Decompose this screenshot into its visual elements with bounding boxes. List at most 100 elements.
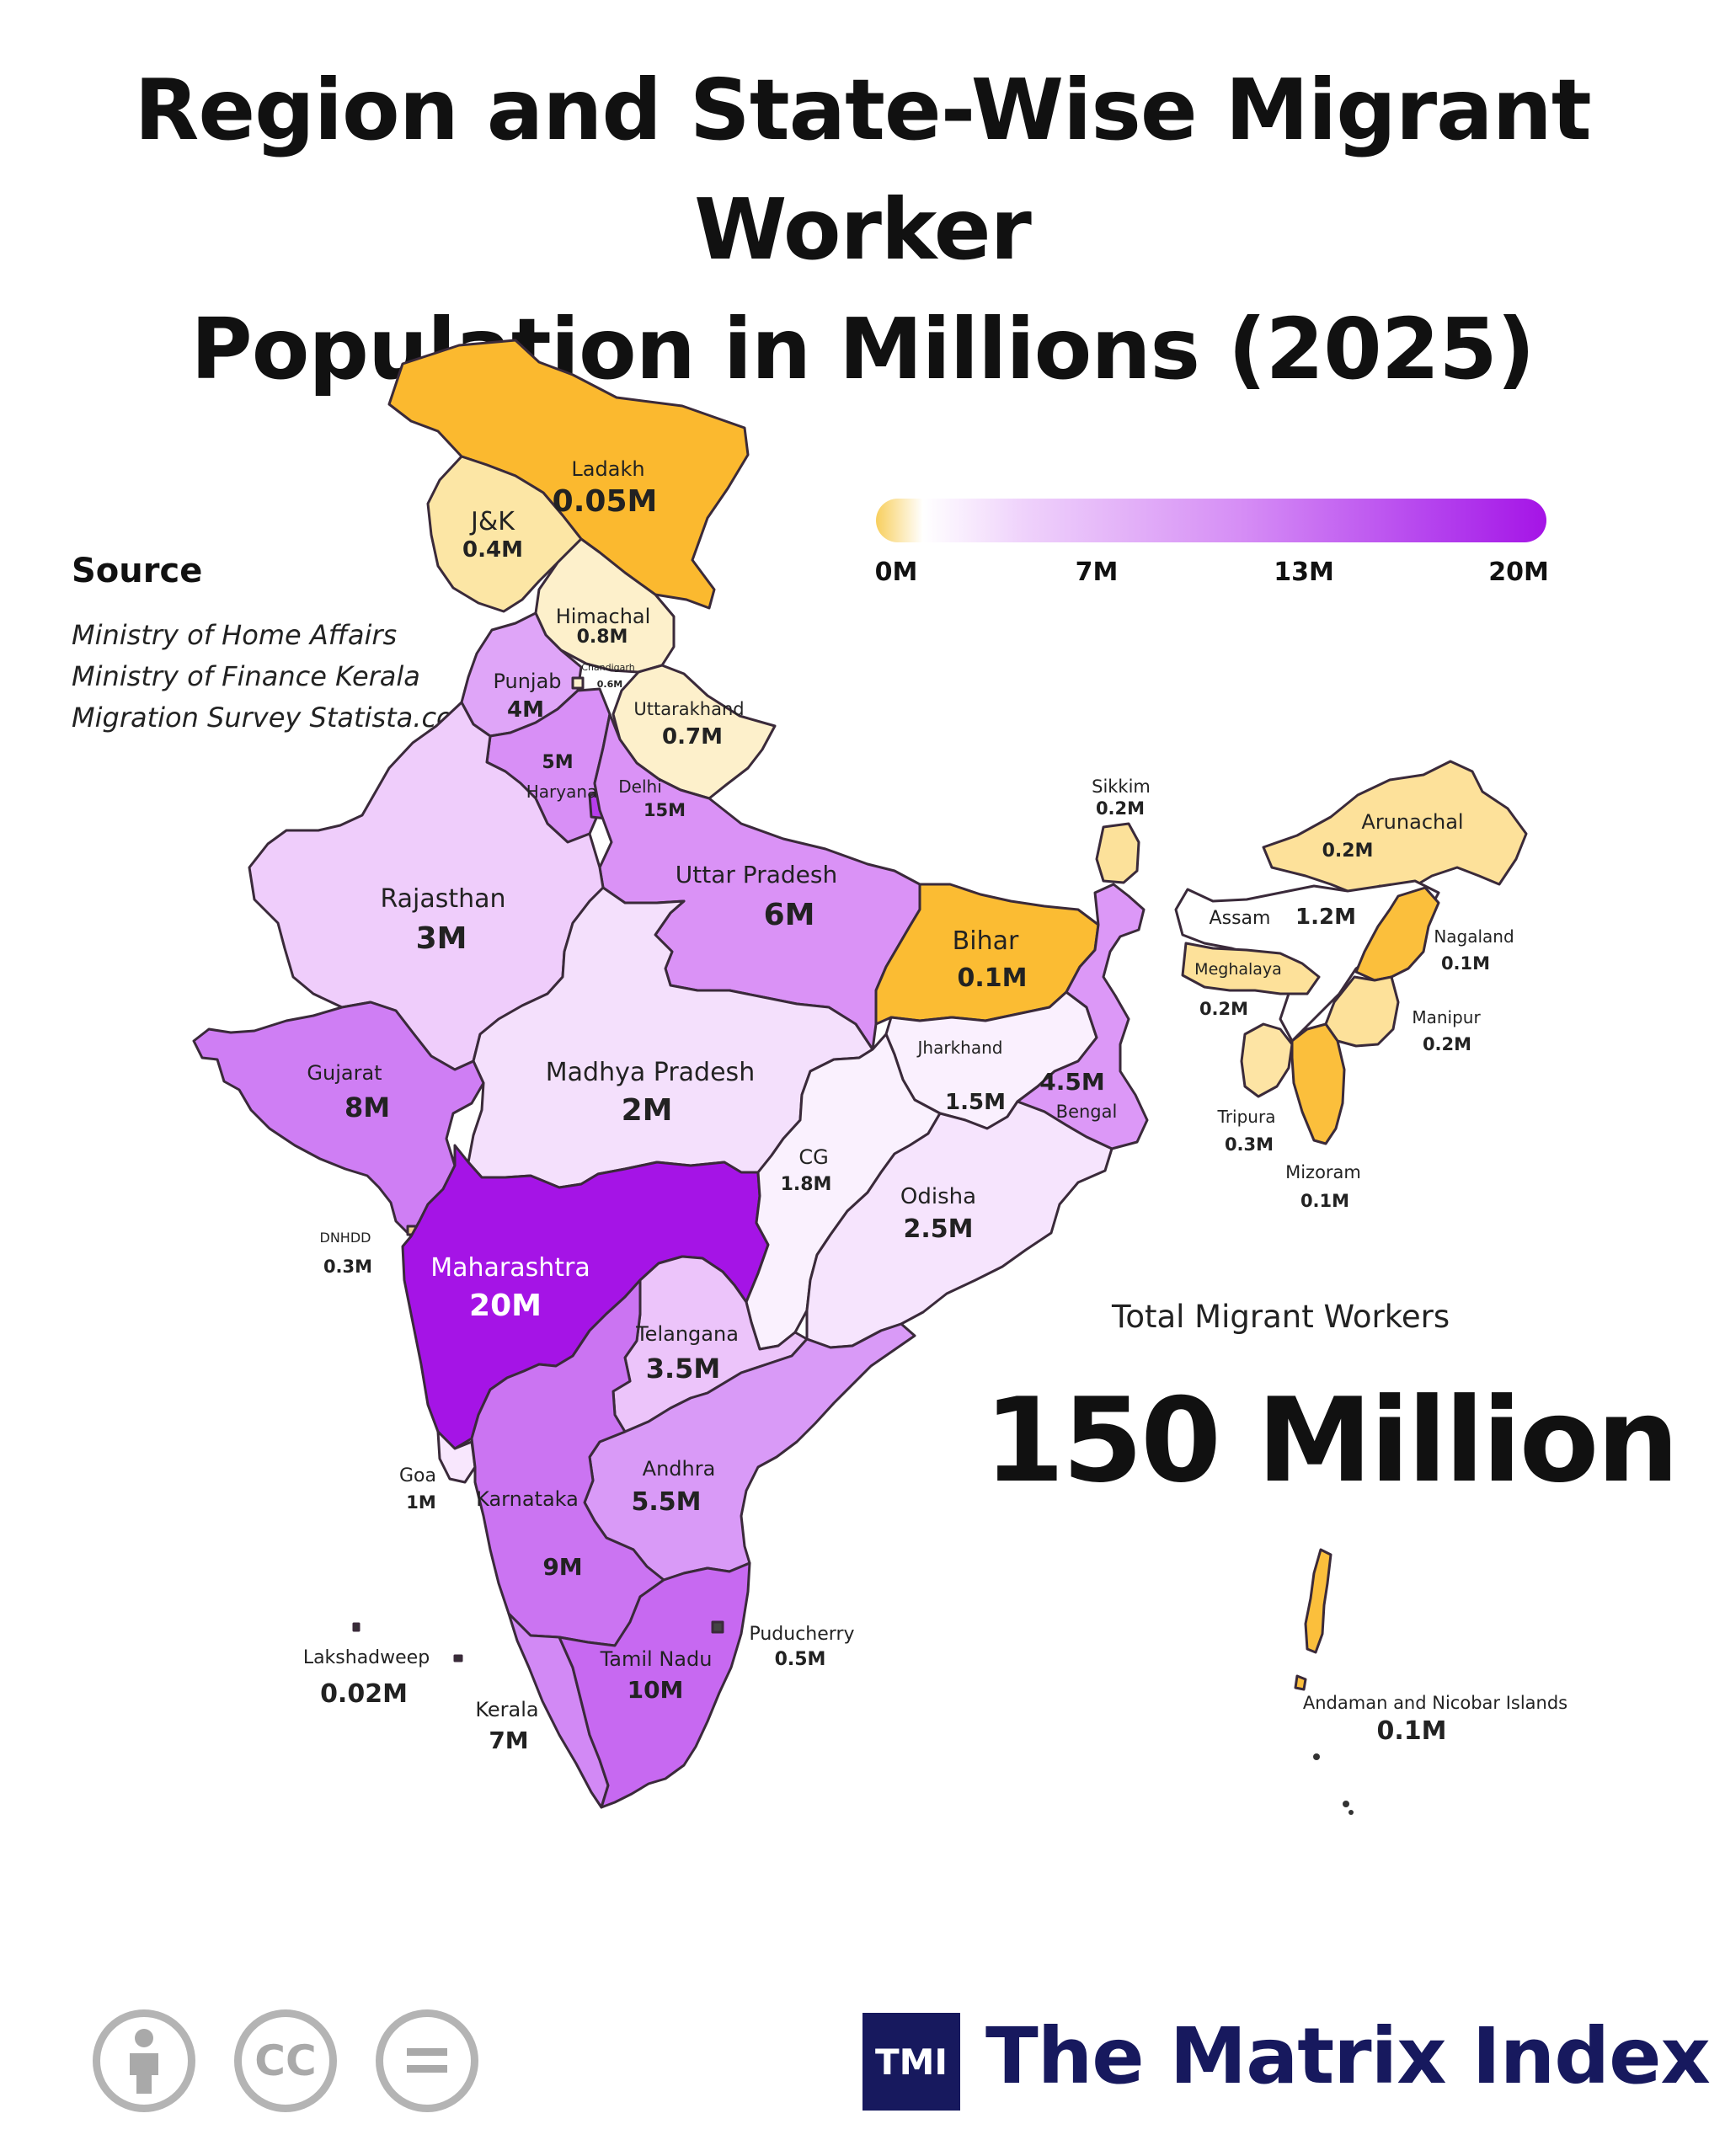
label-value-rajasthan: 3M [415,921,467,956]
region-puducherry [711,1620,724,1634]
label-value-assam: 1.2M [1295,905,1356,930]
label-name-meghalaya: Meghalaya [1194,960,1282,979]
label-name-kerala: Kerala [475,1698,539,1721]
label-name-assam: Assam [1209,908,1271,929]
nicobar-island [1313,1753,1320,1760]
label-value-mizoram: 0.1M [1300,1191,1350,1211]
label-name-delhi: Delhi [618,776,662,797]
label-name-mizoram: Mizoram [1285,1162,1361,1182]
title-line-1: Region and State-Wise Migrant Worker [134,61,1591,279]
region-lakshadweep [352,1622,463,1662]
label-value-bengal: 4.5M [1039,1068,1105,1096]
label-name-odisha: Odisha [900,1184,977,1209]
region-sikkim [1095,822,1140,884]
region-andaman [1294,1548,1332,1691]
label-name-uttar-pradesh: Uttar Pradesh [675,861,838,889]
label-name-sikkim: Sikkim [1092,776,1151,797]
label-value-tripura: 0.3M [1224,1134,1274,1155]
source-item: Migration Survey Statista.com [72,702,479,734]
label-name-gujarat: Gujarat [307,1061,382,1085]
label-name-madhya-pradesh: Madhya Pradesh [545,1058,756,1087]
label-value-tamil-nadu: 10M [627,1676,684,1704]
legend-tick: 7M [1075,558,1119,587]
label-name-punjab: Punjab [493,670,562,693]
label-value-maharashtra: 20M [469,1289,542,1323]
label-name-bihar: Bihar [952,926,1019,956]
source-heading: Source [72,552,203,590]
label-name-tripura: Tripura [1217,1107,1276,1127]
region-meghalaya [1181,942,1321,995]
label-value-karnataka: 9M [542,1553,583,1581]
region-chandigarh [571,676,585,690]
region-goa [436,1430,477,1484]
legend-tick: 20M [1488,558,1549,587]
region-bengal [1016,883,1149,1150]
label-name-andaman: Andaman and Nicobar Islands [1302,1693,1568,1713]
label-name-arunachal: Arunachal [1361,810,1464,834]
region-manipur [1324,975,1400,1048]
label-value-ladakh: 0.05M [552,484,658,519]
label-name-bengal: Bengal [1055,1102,1118,1122]
label-name-telangana: Telangana [636,1322,739,1346]
label-name-jk: J&K [471,507,515,536]
total-value: 150 Million [984,1373,1680,1508]
region-himachal [534,537,676,674]
india-map [192,339,1528,1815]
label-value-odisha: 2.5M [903,1214,974,1244]
label-value-chandigarh: 0.6M [596,679,623,690]
label-value-arunachal: 0.2M [1322,841,1374,862]
label-value-nagaland: 0.1M [1440,953,1491,974]
label-name-chandigarh: Chandigarh [581,662,635,673]
label-value-sikkim: 0.2M [1095,798,1146,819]
nicobar-island [1343,1801,1349,1807]
region-tamil-nadu [558,1561,751,1809]
label-name-andhra: Andhra [642,1457,716,1481]
label-value-madhya-pradesh: 2M [621,1093,673,1128]
label-name-uttarakhand: Uttarakhand [633,699,745,719]
source-item: Ministry of Home Affairs [72,619,398,651]
label-value-haryana: 5M [542,752,574,773]
legend-tick: 13M [1274,558,1334,587]
label-value-andhra: 5.5M [631,1487,702,1517]
label-name-goa: Goa [399,1465,436,1486]
region-mizoram [1290,1022,1346,1145]
label-name-rajasthan: Rajasthan [380,884,506,914]
label-value-punjab: 4M [507,697,544,723]
label-name-tamil-nadu: Tamil Nadu [600,1647,713,1671]
region-jk [426,455,583,613]
label-value-cg: 1.8M [780,1174,832,1195]
label-value-dnhdd: 0.3M [323,1257,373,1277]
label-name-maharashtra: Maharashtra [430,1253,590,1283]
label-value-puducherry: 0.5M [774,1649,826,1670]
label-value-uttar-pradesh: 6M [763,898,815,932]
label-value-goa: 1M [406,1492,436,1513]
label-value-himachal: 0.8M [576,627,628,648]
region-tripura [1240,1022,1294,1098]
brand-name: The Matrix Index [985,2011,1711,2101]
label-value-lakshadweep: 0.02M [320,1679,408,1709]
label-value-jharkhand: 1.5M [945,1090,1006,1115]
label-name-nagaland: Nagaland [1434,926,1514,947]
label-name-dnhdd: DNHDD [319,1230,371,1246]
label-value-meghalaya: 0.2M [1199,999,1249,1019]
attribution-icon [93,2009,195,2112]
label-value-gujarat: 8M [344,1091,391,1123]
source-item: Ministry of Finance Kerala [72,660,420,692]
no-derivatives-icon [376,2009,478,2112]
label-value-andaman: 0.1M [1376,1716,1447,1746]
brand-logo: TMI [862,2013,960,2111]
label-name-jharkhand: Jharkhand [917,1038,1003,1058]
nicobar-island [1348,1810,1354,1815]
label-name-lakshadweep: Lakshadweep [302,1647,430,1668]
label-value-bihar: 0.1M [957,963,1028,993]
label-name-cg: CG [798,1145,829,1169]
label-name-himachal: Himachal [555,605,651,628]
label-value-jk: 0.4M [462,537,523,563]
color-scale-bar [876,499,1546,542]
label-value-kerala: 7M [489,1726,529,1754]
label-name-puducherry: Puducherry [749,1624,855,1645]
label-value-manipur: 0.2M [1422,1034,1472,1054]
label-name-manipur: Manipur [1412,1007,1481,1027]
label-name-haryana: Haryana [526,782,598,802]
label-name-karnataka: Karnataka [476,1487,579,1511]
